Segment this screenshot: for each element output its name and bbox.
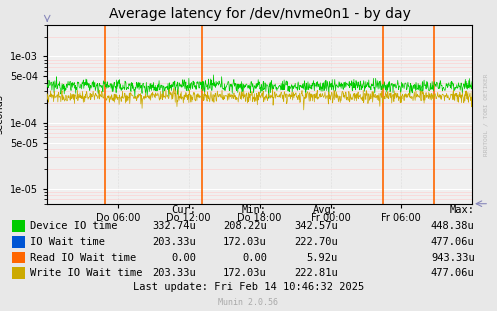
Text: 222.70u: 222.70u	[294, 237, 338, 247]
Text: IO Wait time: IO Wait time	[30, 237, 105, 247]
Text: 0.00: 0.00	[171, 253, 196, 262]
Text: 203.33u: 203.33u	[153, 268, 196, 278]
Text: Max:: Max:	[450, 205, 475, 215]
Text: Cur:: Cur:	[171, 205, 196, 215]
Text: 222.81u: 222.81u	[294, 268, 338, 278]
Text: 208.22u: 208.22u	[223, 221, 267, 231]
Text: 172.03u: 172.03u	[223, 237, 267, 247]
Text: Munin 2.0.56: Munin 2.0.56	[219, 298, 278, 307]
Title: Average latency for /dev/nvme0n1 - by day: Average latency for /dev/nvme0n1 - by da…	[109, 7, 411, 21]
Text: 477.06u: 477.06u	[431, 268, 475, 278]
Text: 448.38u: 448.38u	[431, 221, 475, 231]
Text: 943.33u: 943.33u	[431, 253, 475, 262]
Text: 203.33u: 203.33u	[153, 237, 196, 247]
Text: Min:: Min:	[242, 205, 267, 215]
Text: Read IO Wait time: Read IO Wait time	[30, 253, 136, 262]
Text: Write IO Wait time: Write IO Wait time	[30, 268, 142, 278]
Text: 5.92u: 5.92u	[307, 253, 338, 262]
Text: 477.06u: 477.06u	[431, 237, 475, 247]
Text: 172.03u: 172.03u	[223, 268, 267, 278]
Y-axis label: seconds: seconds	[0, 94, 4, 134]
Text: 342.57u: 342.57u	[294, 221, 338, 231]
Text: Device IO time: Device IO time	[30, 221, 117, 231]
Text: RRDTOOL / TOBI OETIKER: RRDTOOL / TOBI OETIKER	[484, 74, 489, 156]
Text: Last update: Fri Feb 14 10:46:32 2025: Last update: Fri Feb 14 10:46:32 2025	[133, 282, 364, 292]
Text: Avg:: Avg:	[313, 205, 338, 215]
Text: 0.00: 0.00	[242, 253, 267, 262]
Text: 332.74u: 332.74u	[153, 221, 196, 231]
